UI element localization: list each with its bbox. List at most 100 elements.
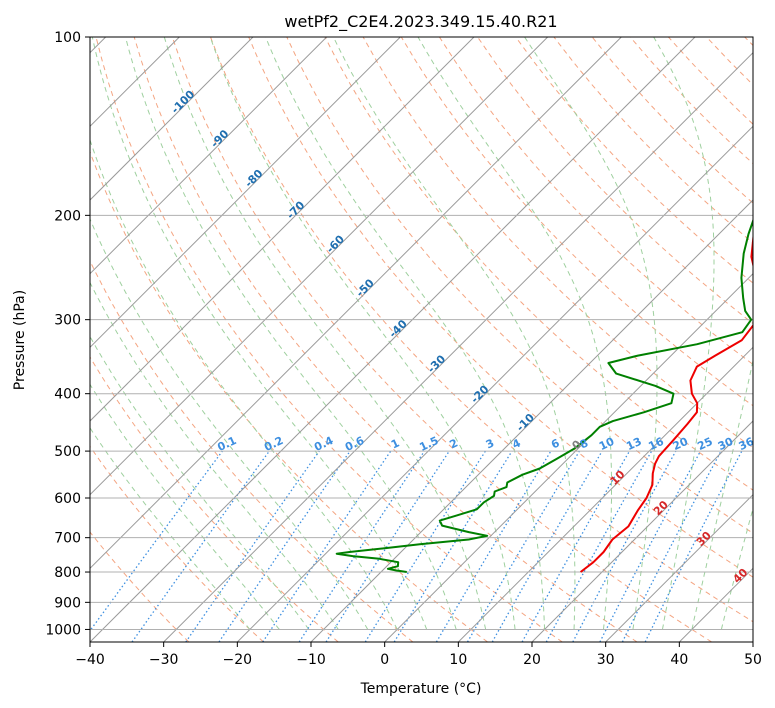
- mixing-ratio-line: [131, 450, 270, 642]
- x-axis: −40 −30 −20 −10 0 10 20 30 40 50: [75, 642, 762, 668]
- moist-adiabat-line: [209, 37, 516, 630]
- x-tick-label: −10: [296, 652, 326, 668]
- moist-adiabat-line: [90, 138, 398, 630]
- mixing-ratio-line: [262, 450, 392, 642]
- series-layer: [335, 217, 753, 573]
- dry-adiabat-line: [210, 37, 753, 623]
- isotherm-label: -20: [468, 383, 491, 406]
- y-tick-label: 100: [54, 30, 81, 46]
- dry-adiabat-line: [438, 37, 753, 366]
- isotherm-label: -50: [354, 276, 377, 299]
- mixing-ratio-line: [393, 450, 513, 642]
- dry-adiabat-line: [248, 37, 753, 578]
- moist-adiabat-line: [163, 37, 487, 630]
- moist-adiabat-line: [90, 383, 280, 630]
- mixing-ratio-label: 2: [448, 436, 460, 451]
- dry-adiabat-line: [133, 37, 638, 642]
- dry-adiabat-line: [90, 531, 190, 642]
- mixing-ratio-label: 3: [484, 436, 496, 451]
- y-axis-label: Pressure (hPa): [12, 290, 28, 390]
- moist-adiabat-line: [90, 335, 310, 630]
- isotherm-label: -100: [169, 87, 198, 116]
- isotherm-line: [90, 37, 254, 201]
- mixing-ratio-label: 6: [549, 436, 562, 451]
- moist-adiabat-line: [125, 37, 457, 630]
- y-tick-label: 300: [54, 313, 81, 329]
- mixing-ratio-label: 20: [671, 435, 691, 453]
- moist-adiabat-line: [332, 37, 576, 630]
- dry-adiabat-line: [90, 445, 264, 642]
- temperature-profile-line: [579, 235, 753, 573]
- x-tick-label: 10: [449, 652, 467, 668]
- isotherm-label: -60: [324, 232, 347, 255]
- mixing-ratio-label: 13: [624, 435, 643, 453]
- line-labels: -100-90-80-70-60-50-40-30-20-10010203040…: [169, 87, 757, 585]
- background-lines: [90, 37, 753, 642]
- isotherm-line: [163, 51, 753, 642]
- mixing-ratio-line: [644, 450, 743, 642]
- mixing-ratio-line: [218, 450, 351, 642]
- mixing-ratio-line: [545, 450, 653, 642]
- moist-adiabat-line: [417, 37, 612, 630]
- isotherm-line: [90, 37, 549, 496]
- isotherm-line: [384, 272, 753, 642]
- x-tick-label: 30: [597, 652, 615, 668]
- dry-adiabat-line: [477, 37, 753, 325]
- x-tick-label: −40: [75, 652, 105, 668]
- mixing-ratio-line: [435, 450, 552, 642]
- moist-adiabat-line: [653, 37, 715, 630]
- mixing-ratio-line: [572, 450, 677, 642]
- isotherm-label: 20: [651, 498, 671, 518]
- dry-adiabat-line: [90, 356, 339, 642]
- isotherm-label: -90: [208, 127, 231, 150]
- x-axis-label: Temperature (°C): [360, 681, 482, 697]
- y-tick-label: 500: [54, 444, 81, 460]
- mixing-ratio-label: 1: [389, 436, 401, 451]
- mixing-ratio-line: [90, 450, 223, 632]
- isotherm-label: -70: [284, 198, 307, 221]
- isotherm-line: [90, 37, 401, 349]
- isotherm-line: [90, 37, 475, 422]
- x-tick-label: −20: [223, 652, 253, 668]
- y-tick-label: 900: [54, 595, 81, 611]
- mixing-ratio-line: [364, 450, 486, 642]
- y-tick-label: 700: [54, 531, 81, 547]
- isotherm-line: [90, 37, 328, 275]
- isotherm-label: -30: [425, 352, 448, 375]
- y-tick-label: 1000: [45, 622, 81, 638]
- y-tick-label: 400: [54, 387, 81, 403]
- moist-adiabat-line: [90, 427, 251, 630]
- dry-adiabat-line: [90, 150, 488, 642]
- isotherm-label: -10: [514, 411, 537, 434]
- x-tick-label: 20: [523, 652, 541, 668]
- isotherm-line: [236, 125, 753, 642]
- dry-adiabat-line: [400, 37, 753, 407]
- isotherm-line: [457, 346, 753, 642]
- mixing-ratio-line: [185, 450, 320, 642]
- isotherm-line: [90, 37, 622, 570]
- moist-adiabat-line: [691, 358, 753, 630]
- x-tick-label: −30: [149, 652, 179, 668]
- dry-adiabat-line: [515, 37, 753, 284]
- isotherm-line: [310, 199, 753, 642]
- y-tick-label: 200: [54, 208, 81, 224]
- mixing-ratio-line: [325, 450, 450, 642]
- x-tick-label: 40: [670, 652, 688, 668]
- mixing-ratio-label: 36: [737, 435, 757, 453]
- mixing-ratio-label: 30: [716, 435, 736, 453]
- mixing-ratio-label: 10: [597, 435, 617, 453]
- mixing-ratio-label: 16: [646, 435, 666, 453]
- moist-adiabat-line: [90, 217, 369, 630]
- dry-adiabat-line: [668, 37, 753, 125]
- isotherm-label: -80: [242, 167, 265, 190]
- y-tick-label: 600: [54, 491, 81, 507]
- plot-area: -100-90-80-70-60-50-40-30-20-10010203040…: [90, 37, 757, 642]
- dry-adiabat-line: [95, 37, 563, 642]
- moist-adiabat-line: [91, 37, 428, 630]
- dewpoint-profile-line: [335, 217, 753, 573]
- mixing-ratio-label: 25: [695, 435, 714, 453]
- y-tick-label: 800: [54, 565, 81, 581]
- plot-frame: [89, 36, 754, 643]
- x-tick-label: 0: [380, 652, 389, 668]
